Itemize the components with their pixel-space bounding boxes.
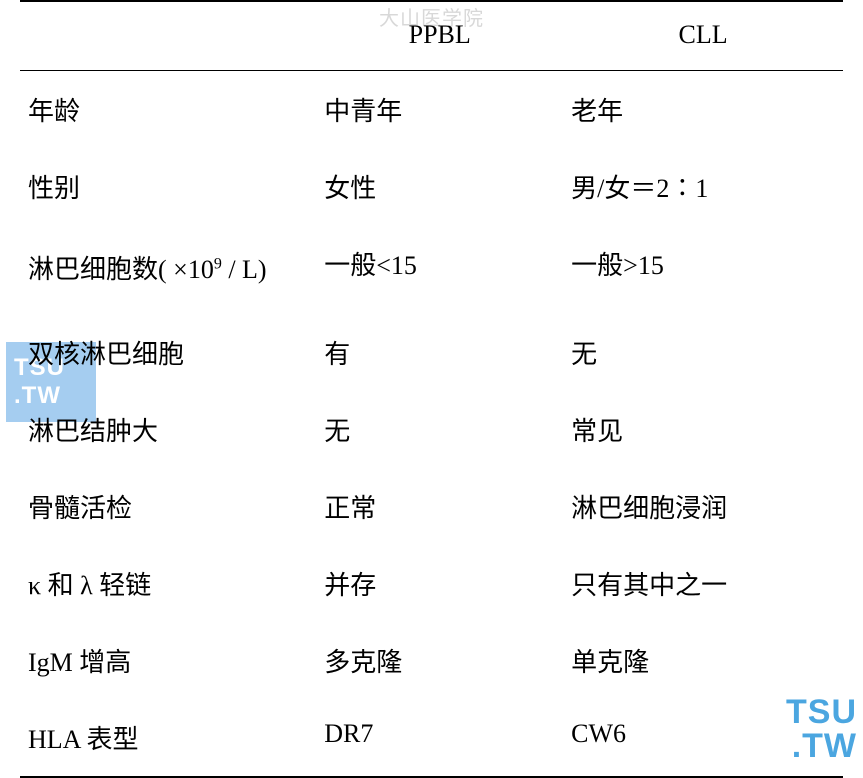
cell-cll: 一般>15: [563, 225, 843, 314]
cell-ppbl: 无: [316, 391, 563, 468]
table-row: IgM 增高多克隆单克隆: [20, 622, 843, 699]
table-row: 骨髓活检正常淋巴细胞浸润: [20, 468, 843, 545]
table-body: 年龄中青年老年性别女性男/女＝2∶1淋巴细胞数( ×109 / L)一般<15一…: [20, 71, 843, 778]
comparison-table-container: PPBL CLL 年龄中青年老年性别女性男/女＝2∶1淋巴细胞数( ×109 /…: [0, 0, 863, 778]
table-row: HLA 表型DR7CW6: [20, 699, 843, 777]
cell-feature: 骨髓活检: [20, 468, 316, 545]
header-col1: [20, 1, 316, 71]
table-row: 性别女性男/女＝2∶1: [20, 148, 843, 225]
cell-cll: 只有其中之一: [563, 545, 843, 622]
cell-feature: 性别: [20, 148, 316, 225]
cell-ppbl: 女性: [316, 148, 563, 225]
cell-ppbl: DR7: [316, 699, 563, 777]
table-row: 年龄中青年老年: [20, 71, 843, 149]
cell-feature: IgM 增高: [20, 622, 316, 699]
cell-ppbl: 一般<15: [316, 225, 563, 314]
cell-text-sup: 9: [214, 255, 222, 272]
watermark-right-line1: TSU: [786, 695, 857, 729]
cell-ppbl: 有: [316, 314, 563, 391]
cell-ppbl: 多克隆: [316, 622, 563, 699]
cell-cll: 男/女＝2∶1: [563, 148, 843, 225]
comparison-table: PPBL CLL 年龄中青年老年性别女性男/女＝2∶1淋巴细胞数( ×109 /…: [20, 0, 843, 778]
cell-text-pre: 淋巴细胞数( ×10: [28, 255, 214, 284]
cell-feature: 淋巴结肿大: [20, 391, 316, 468]
cell-feature: 双核淋巴细胞: [20, 314, 316, 391]
table-header-row: PPBL CLL: [20, 1, 843, 71]
table-row: κ 和 λ 轻链并存只有其中之一: [20, 545, 843, 622]
cell-cll: 老年: [563, 71, 843, 149]
cell-ppbl: 正常: [316, 468, 563, 545]
cell-feature: κ 和 λ 轻链: [20, 545, 316, 622]
header-col2: PPBL: [316, 1, 563, 71]
watermark-right-badge: TSU .TW: [786, 695, 857, 763]
cell-cll: 无: [563, 314, 843, 391]
cell-ppbl: 中青年: [316, 71, 563, 149]
watermark-right-line2: .TW: [792, 729, 857, 763]
cell-feature: HLA 表型: [20, 699, 316, 777]
cell-text-post: / L): [222, 255, 267, 284]
table-row: 双核淋巴细胞有无: [20, 314, 843, 391]
header-col3: CLL: [563, 1, 843, 71]
cell-ppbl: 并存: [316, 545, 563, 622]
cell-cll: 淋巴细胞浸润: [563, 468, 843, 545]
cell-feature: 淋巴细胞数( ×109 / L): [20, 225, 316, 314]
cell-feature: 年龄: [20, 71, 316, 149]
cell-cll: 常见: [563, 391, 843, 468]
cell-cll: 单克隆: [563, 622, 843, 699]
table-row: 淋巴结肿大无常见: [20, 391, 843, 468]
table-row: 淋巴细胞数( ×109 / L)一般<15一般>15: [20, 225, 843, 314]
